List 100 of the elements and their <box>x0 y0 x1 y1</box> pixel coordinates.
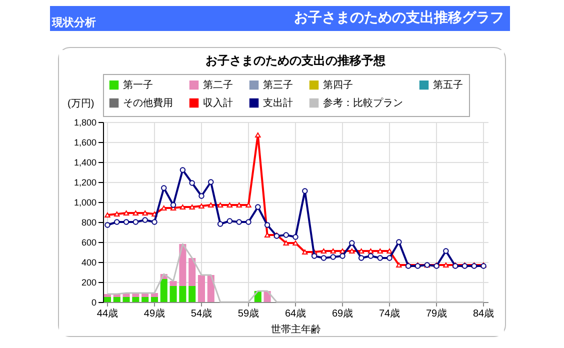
x-tick-label: 79歳 <box>426 308 448 320</box>
text: お子さまのための支出推移グラフ <box>294 9 504 27</box>
point <box>170 202 176 208</box>
point <box>358 248 364 254</box>
point <box>283 240 289 246</box>
point <box>161 185 167 191</box>
bar <box>160 279 168 302</box>
legend-label: 収入計 <box>203 97 233 109</box>
point <box>349 240 355 246</box>
y-tick-label: 800 <box>81 218 96 228</box>
point <box>226 218 233 224</box>
point <box>368 253 374 259</box>
point <box>217 221 224 227</box>
x-tick-label: 54歳 <box>190 308 212 320</box>
point <box>161 205 167 211</box>
point <box>264 222 270 228</box>
point <box>142 210 148 216</box>
point <box>377 255 383 261</box>
bar <box>188 258 196 286</box>
legend-label: 第二子 <box>203 79 233 92</box>
bar <box>170 281 177 286</box>
bar <box>198 275 206 302</box>
point <box>349 248 355 254</box>
legend-label: その他費用 <box>123 97 173 109</box>
legend-label: 第五子 <box>433 79 463 92</box>
point <box>292 234 298 240</box>
y-tick-label: 0 <box>91 298 96 308</box>
bar <box>122 297 130 302</box>
point <box>320 248 327 254</box>
bar <box>179 286 186 302</box>
point <box>255 204 261 210</box>
point <box>246 219 252 225</box>
point <box>311 253 318 259</box>
line-series <box>106 243 484 303</box>
x-tick-label: 74歳 <box>378 308 400 320</box>
x-tick-label: 59歳 <box>238 308 260 320</box>
legend-label: 支出計 <box>263 97 293 109</box>
legend-label: 第一子 <box>123 79 153 92</box>
y-tick-label: 1,200 <box>74 178 96 188</box>
y-tick-label: 1,000 <box>74 198 96 208</box>
point <box>132 219 139 225</box>
point <box>236 202 242 208</box>
point <box>255 132 261 138</box>
point <box>189 180 195 186</box>
point <box>189 204 195 210</box>
y-axis-title: (万円) <box>68 98 94 110</box>
y-tick-label: 600 <box>81 238 96 248</box>
point <box>377 248 383 254</box>
point <box>396 239 402 245</box>
y-tick-label: 400 <box>81 258 96 268</box>
bar <box>188 286 196 302</box>
point <box>217 202 224 208</box>
point <box>208 202 214 208</box>
point <box>292 240 298 246</box>
point <box>152 219 158 225</box>
point <box>302 188 308 194</box>
point <box>358 255 364 261</box>
point <box>396 262 402 268</box>
legend-label: 第三子 <box>263 79 293 92</box>
point <box>236 219 242 225</box>
bar <box>132 297 140 302</box>
point <box>180 167 186 173</box>
point <box>208 179 214 185</box>
bar <box>170 286 177 302</box>
point <box>386 248 392 254</box>
point <box>123 219 130 225</box>
x-tick-label: 49歳 <box>144 308 166 320</box>
point <box>180 204 186 210</box>
point <box>114 219 120 225</box>
y-tick-label: 1,400 <box>74 158 96 168</box>
point <box>104 222 110 228</box>
point <box>443 262 449 268</box>
x-axis-title: 世帯主年齢 <box>271 324 321 336</box>
point <box>132 210 139 216</box>
x-tick-label: 64歳 <box>284 308 306 320</box>
point <box>123 210 130 216</box>
x-tick-label: 84歳 <box>472 308 494 320</box>
legend-label: 第四子 <box>323 79 353 92</box>
y-tick-label: 200 <box>81 278 96 288</box>
point <box>226 202 233 208</box>
point <box>340 253 346 259</box>
y-tick-label: 1,800 <box>74 118 96 128</box>
point <box>198 203 204 209</box>
point <box>114 211 120 217</box>
x-tick-label: 44歳 <box>96 308 118 320</box>
point <box>142 217 148 223</box>
point <box>330 254 336 260</box>
x-tick-label: 69歳 <box>332 308 354 320</box>
point <box>386 255 392 261</box>
chart-title: お子さまのための支出の推移予想 <box>206 54 386 68</box>
point <box>283 232 289 238</box>
point <box>443 248 449 254</box>
bar <box>150 297 158 302</box>
point <box>320 255 327 261</box>
bar <box>142 297 149 302</box>
legend-label: 参考：比較プラン <box>323 97 403 109</box>
point <box>198 193 204 199</box>
bar <box>113 297 120 302</box>
point <box>302 249 308 255</box>
bar <box>104 297 111 302</box>
